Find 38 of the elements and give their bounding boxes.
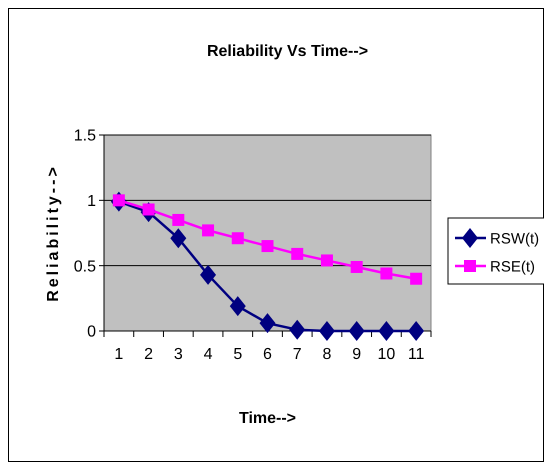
x-tick-label: 5 xyxy=(233,346,242,363)
y-tick-label: 0.5 xyxy=(74,258,96,276)
legend-label: RSW(t) xyxy=(490,230,540,248)
y-tick-label: 0 xyxy=(87,324,96,341)
point xyxy=(408,321,424,341)
point xyxy=(202,224,214,236)
x-tick-label: 3 xyxy=(174,346,183,363)
x-tick-label: 9 xyxy=(352,346,362,363)
x-tick-label: 10 xyxy=(378,346,396,363)
x-tick-label: 6 xyxy=(263,346,272,363)
point xyxy=(320,254,333,266)
point xyxy=(289,320,306,340)
y-axis-title: Reliability--> xyxy=(45,164,62,302)
point xyxy=(172,214,184,226)
point xyxy=(318,321,335,341)
x-tick-label: 4 xyxy=(204,346,213,363)
x-tick-label: 1 xyxy=(114,346,124,363)
x-tick-label: 2 xyxy=(144,346,154,363)
legend-label: RSE(t) xyxy=(490,258,536,276)
point xyxy=(170,228,186,248)
x-tick-label: 8 xyxy=(322,346,332,363)
point xyxy=(380,268,392,280)
point xyxy=(262,240,274,252)
x-axis-title: Time--> xyxy=(238,410,296,427)
point xyxy=(348,321,365,341)
point xyxy=(410,272,422,285)
y-tick-label: 1.5 xyxy=(74,128,96,145)
y-tick-label: 1 xyxy=(87,192,96,210)
point xyxy=(232,232,244,244)
point xyxy=(350,260,363,273)
point xyxy=(200,264,216,285)
point xyxy=(260,313,276,334)
point xyxy=(291,248,304,260)
point xyxy=(378,321,394,341)
x-tick-label: 11 xyxy=(408,346,425,363)
point xyxy=(230,296,246,316)
chart-title: Reliability Vs Time--> xyxy=(206,43,368,60)
x-tick-label: 7 xyxy=(292,346,302,363)
